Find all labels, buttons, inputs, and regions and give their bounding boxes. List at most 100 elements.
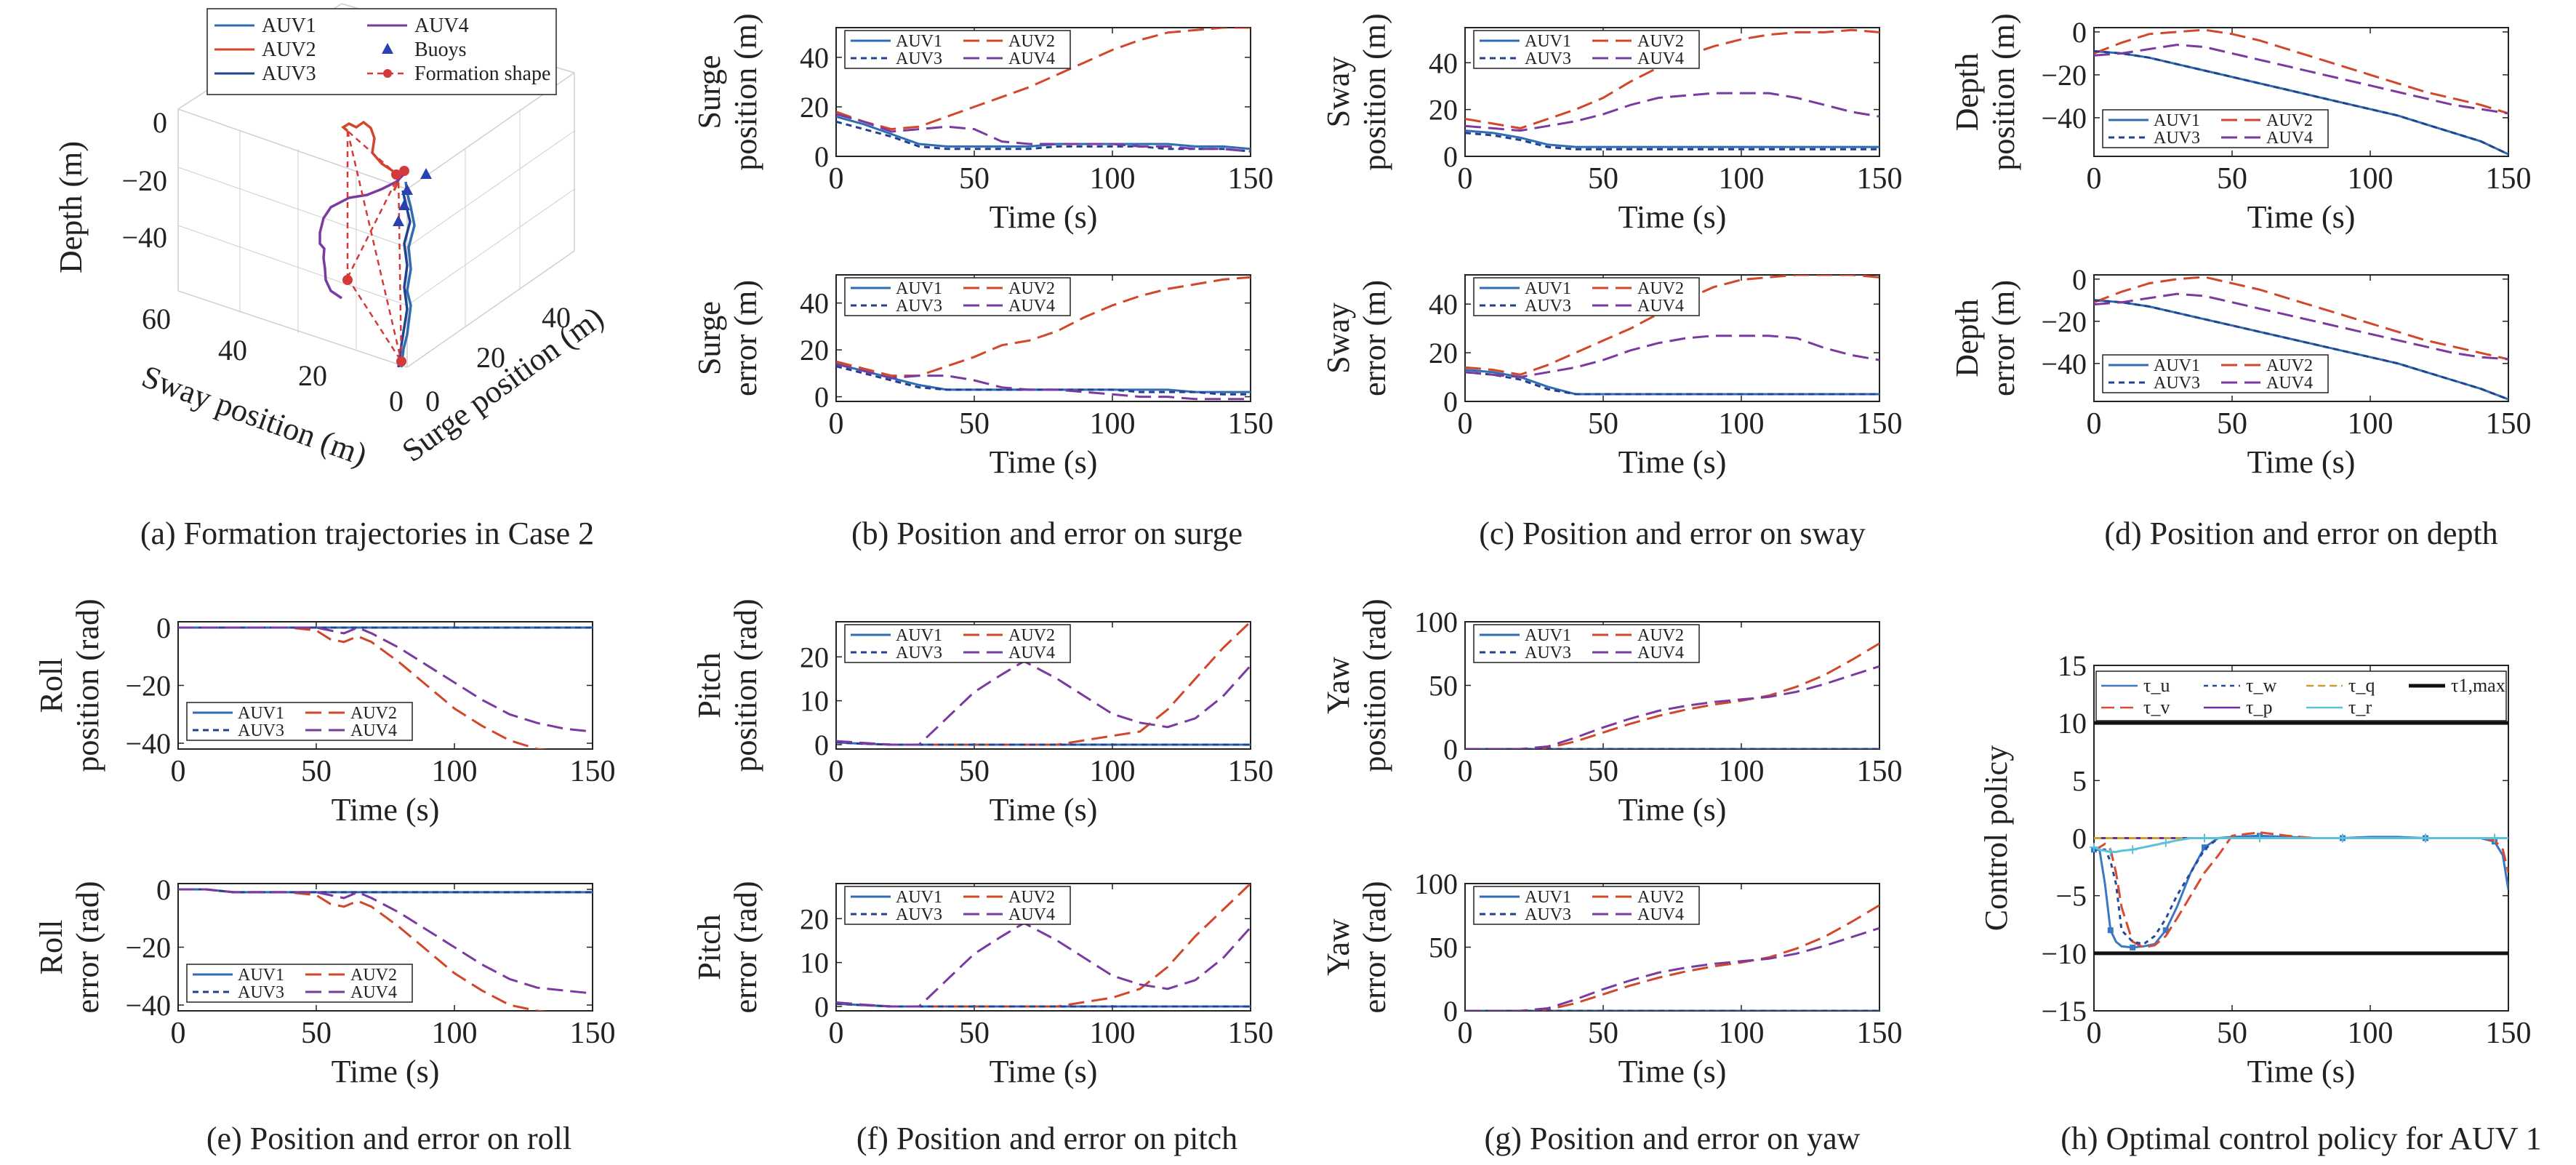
- y-tick-label: 20: [1429, 94, 1458, 127]
- legend-label: τ_r: [2348, 697, 2372, 718]
- trajectory-AUV4: [318, 173, 405, 300]
- legend-box: [844, 624, 1071, 663]
- y-tick-label: −40: [2041, 102, 2087, 135]
- legend-box: [1473, 30, 1700, 69]
- legend: AUV1 AUV2 AUV3 AUV4: [844, 624, 1071, 663]
- plot-frame: [835, 883, 1251, 1012]
- legend-label: AUV2: [1637, 32, 1684, 51]
- legend-label: AUV2: [1008, 888, 1055, 907]
- x-tick-label: 100: [432, 1017, 478, 1050]
- x-tick-label: 150: [570, 755, 616, 788]
- x-axis-label: Time (s): [2247, 199, 2356, 235]
- y-tick-label: 0: [1443, 733, 1458, 766]
- x-axis-label: Sway position (m): [137, 359, 372, 473]
- legend-label: AUV4: [350, 721, 397, 740]
- y-tick-label: 0: [1443, 995, 1458, 1028]
- z-tick-label: −20: [121, 164, 167, 197]
- legend: AUV1 AUV2 AUV3 AUV4: [1473, 886, 1700, 925]
- y-tick-label: −15: [2041, 995, 2087, 1028]
- x-tick-label: 40: [218, 334, 247, 367]
- series-line-AUV2: [836, 28, 1251, 131]
- y-axis-label: Sway: [1320, 303, 1356, 374]
- legend-label: AUV1: [238, 704, 284, 723]
- chart-e1: 0 50 100 150 0 −20 −40 Time (s) Roll position (ra…: [33, 598, 616, 828]
- legend-box: [206, 8, 557, 95]
- legend: AUV1 AUV2 AUV3 AUV4: [1473, 277, 1700, 316]
- legend-label: AUV1: [238, 966, 284, 985]
- x-axis-label: Time (s): [1618, 1054, 1727, 1089]
- legend-label: AUV4: [1637, 905, 1684, 924]
- legend-box: [2102, 354, 2329, 393]
- x-axis-label: Time (s): [1618, 444, 1727, 480]
- y-tick-label: −40: [125, 989, 171, 1022]
- trajectory-AUV2: [341, 120, 400, 191]
- legend-label: AUV2: [350, 966, 397, 985]
- legend-label: AUV3: [896, 905, 942, 924]
- y-axis-label: Depth: [1949, 299, 1985, 377]
- y-tick-label: 0: [156, 873, 171, 906]
- x-axis-label: Time (s): [332, 792, 440, 828]
- y-axis-label: Pitch: [691, 652, 727, 718]
- series-line-AUV2: [836, 622, 1251, 746]
- legend-box: [844, 886, 1071, 925]
- y-tick-label: 40: [1429, 288, 1458, 321]
- series-line-AUV1: [836, 116, 1251, 151]
- z-tick-label: −40: [121, 221, 167, 254]
- legend-label: AUV3: [1525, 905, 1571, 924]
- caption-b2: (b) Position and error on surge: [851, 516, 1243, 551]
- series-line-AUV3: [836, 365, 1251, 396]
- y-axis-label: position (m): [1357, 13, 1392, 170]
- y-tick-label: 0: [814, 381, 829, 414]
- x-tick-label: 150: [2486, 162, 2532, 196]
- z-axis-label: Depth (m): [53, 141, 89, 273]
- y-tick-label: −20: [125, 932, 171, 964]
- series-line-AUV4: [836, 362, 1251, 401]
- y-tick-label: 15: [2058, 649, 2087, 682]
- legend-label: AUV3: [2154, 129, 2200, 148]
- grid-line: [406, 188, 575, 306]
- y-axis-label: Yaw: [1320, 918, 1356, 976]
- series-line-r: [2094, 837, 2508, 853]
- grid-line: [177, 225, 408, 306]
- series-line-w: [2094, 837, 2508, 945]
- x-tick-label: 0: [1458, 755, 1473, 788]
- y-tick-label: −20: [2041, 305, 2087, 338]
- series-line-AUV2: [1465, 904, 1879, 1011]
- series-line-AUV4: [836, 921, 1251, 1008]
- y-tick-label: 10: [800, 947, 829, 980]
- series-line-AUV2: [836, 884, 1251, 1008]
- series-line-v: [2094, 831, 2508, 949]
- legend-box: [1473, 886, 1700, 925]
- y-tick-label: −20: [125, 670, 171, 702]
- x-tick-label: 50: [1588, 162, 1618, 196]
- series-line-AUV3: [1465, 132, 1879, 151]
- plot-frame: [835, 274, 1251, 402]
- legend-label: AUV2: [2266, 111, 2313, 130]
- series-marker: [2202, 844, 2207, 851]
- series-line-AUV4: [1465, 92, 1879, 132]
- grid-line: [177, 290, 408, 368]
- series-line-u: [2094, 834, 2508, 949]
- y-axis-label: position (rad): [1357, 598, 1392, 772]
- x-tick-label: 0: [2087, 162, 2102, 196]
- legend-label: AUV3: [1525, 297, 1571, 316]
- x-tick-label: 0: [1458, 162, 1473, 196]
- x-axis-label: Time (s): [990, 444, 1098, 480]
- x-tick-label: 100: [1719, 407, 1765, 441]
- x-axis-label: Time (s): [332, 1054, 440, 1089]
- legend-label: AUV4: [414, 15, 469, 37]
- legend-label: τ_p: [2246, 697, 2272, 718]
- legend-box: [844, 30, 1071, 69]
- series-line-AUV4: [178, 888, 593, 995]
- series-line-AUV4: [2094, 44, 2508, 115]
- legend-box: [844, 277, 1071, 316]
- y-tick-label: 100: [1414, 868, 1458, 900]
- series-line-AUV1: [2094, 299, 2508, 401]
- x-tick-label: 0: [829, 1017, 844, 1050]
- x-tick-label: 150: [1857, 1017, 1903, 1050]
- legend: AUV1 AUV2 AUV3 AUV4: [1473, 624, 1700, 663]
- legend-label: AUV3: [1525, 49, 1571, 68]
- y-tick-label: 50: [1429, 670, 1458, 702]
